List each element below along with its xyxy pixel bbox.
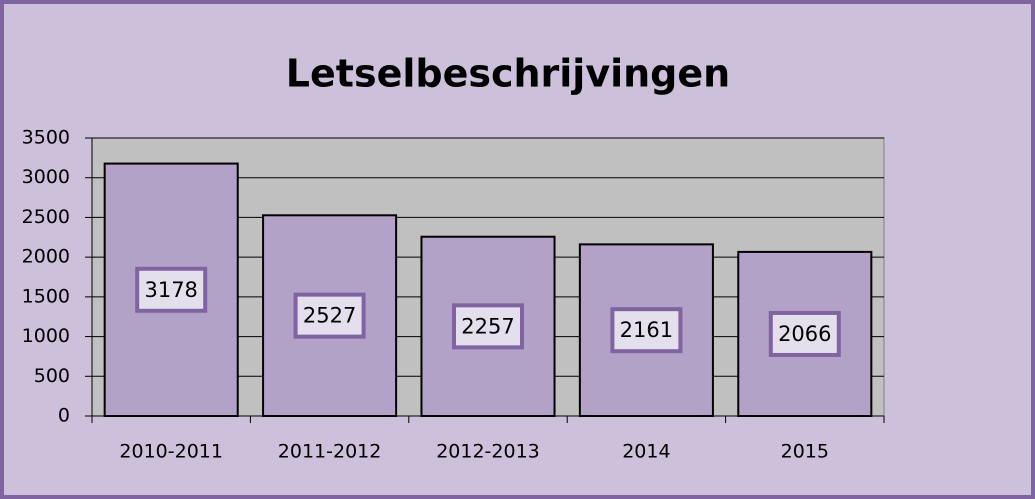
- y-tick-label: 3000: [22, 166, 70, 188]
- y-tick-label: 1500: [22, 285, 70, 307]
- x-tick-label: 2012-2013: [436, 441, 540, 463]
- x-tick-label: 2010-2011: [119, 441, 223, 463]
- data-label-box: [135, 266, 208, 313]
- y-tick-label: 500: [34, 365, 70, 387]
- y-tick-label: 3500: [22, 127, 70, 149]
- data-label: 2527: [303, 304, 356, 328]
- data-label-box: [768, 310, 841, 357]
- chart-title: Letselbeschrijvingen: [286, 52, 730, 96]
- data-label: 2066: [778, 322, 831, 346]
- data-label-box: [293, 292, 366, 339]
- x-tick-label: 2014: [622, 441, 670, 463]
- data-label: 2161: [620, 318, 673, 342]
- x-tick-label: 2015: [781, 441, 829, 463]
- y-tick-label: 0: [58, 405, 70, 427]
- y-tick-label: 1000: [22, 325, 70, 347]
- y-tick-label: 2000: [22, 246, 70, 268]
- data-label: 2257: [461, 314, 514, 338]
- data-label: 3178: [144, 278, 197, 302]
- data-label-box: [610, 307, 683, 354]
- x-tick-label: 2011-2012: [278, 441, 382, 463]
- data-label-box: [452, 303, 524, 350]
- y-tick-label: 2500: [22, 206, 70, 228]
